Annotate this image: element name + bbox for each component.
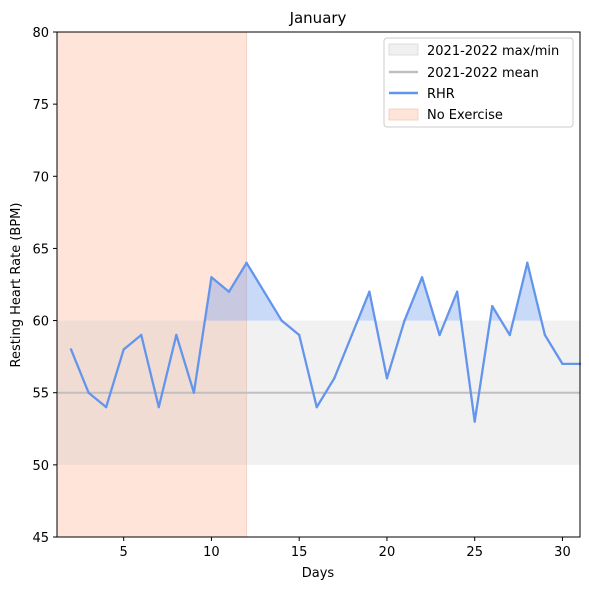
chart-title: January [289,9,347,27]
legend-swatch-no-exercise [388,108,419,121]
above-max-fill [204,262,376,321]
rhr-point [262,290,266,293]
rhr-point [280,319,283,322]
rhr-point [192,391,196,394]
rhr-point [210,276,213,279]
rhr-point [403,319,406,322]
legend: 2021-2022 max/min 2021-2022 mean RHR No … [383,37,574,128]
y-tick-label: 70 [32,170,49,185]
y-tick-label: 75 [32,98,49,113]
y-tick-label: 55 [32,387,49,402]
rhr-point [385,377,389,380]
rhr-point [227,290,231,293]
rhr-point [438,333,441,337]
rhr-point [455,290,459,293]
rhr-point [508,333,511,337]
rhr-point [491,304,494,308]
legend-label-no-exercise: No Exercise [427,108,503,123]
y-tick-label: 65 [32,242,49,257]
rhr-point [245,261,248,265]
rhr-point [561,362,564,366]
rhr-point [140,333,143,337]
y-tick-label: 80 [32,26,49,41]
x-tick-label: 20 [379,545,396,560]
above-max-fill [404,277,436,321]
no-exercise-region [56,31,248,538]
rhr-line [69,261,580,423]
legend-label-rhr: RHR [427,87,455,102]
rhr-point [297,333,301,337]
legend-swatch-band [388,43,419,56]
y-tick-label: 60 [32,315,49,330]
legend-label-band: 2021-2022 max/min [427,44,559,59]
y-axis-label: Resting Heart Rate (BPM) [9,203,24,368]
x-tick-label: 30 [554,545,571,560]
rhr-point [87,391,90,394]
rhr-point [333,377,336,380]
legend-label-mean: 2021-2022 mean [427,66,539,81]
rhr-point [69,348,73,351]
axes-frame [56,31,581,538]
rhr-point [543,333,547,337]
above-max-fill [513,262,542,321]
rhr-point [473,420,476,423]
rhr-point [122,348,125,351]
rhr-point [526,261,529,265]
x-tick-label: 10 [203,545,220,560]
rhr-point [175,333,178,337]
x-tick-label: 25 [466,545,483,560]
x-tick-label: 5 [120,545,128,560]
y-tick-label: 50 [32,459,49,474]
legend-frame [383,37,574,128]
rhr-point [420,276,424,279]
y-tick-label: 45 [32,531,49,546]
x-axis-label: Days [302,566,335,581]
axes: 5 10 15 20 25 30 45 50 55 60 65 70 75 80 [32,26,581,560]
rhr-point [157,405,160,409]
plot-area [56,31,582,538]
rhr-point [368,290,371,293]
rhr-point [315,405,318,409]
rhr-point [350,333,354,337]
x-tick-label: 15 [291,545,308,560]
rhr-point [104,405,108,409]
